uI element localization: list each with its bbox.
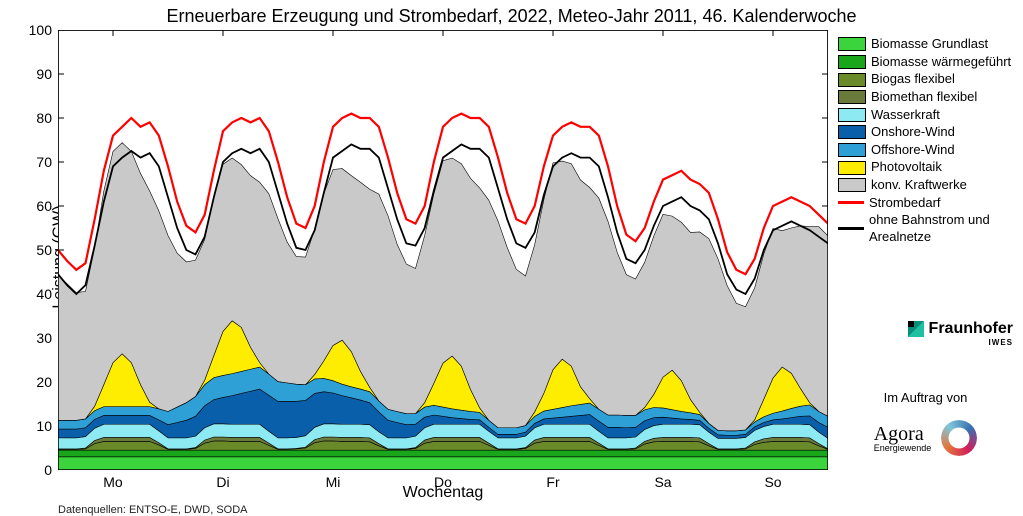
legend-item: Wasserkraft bbox=[838, 107, 1023, 124]
y-tick-label: 0 bbox=[22, 462, 52, 478]
y-tick-label: 30 bbox=[22, 330, 52, 346]
legend-swatch bbox=[838, 143, 866, 157]
legend-label: Biomasse wärmegeführt bbox=[871, 54, 1011, 71]
legend-item: Strombedarf bbox=[838, 195, 1023, 212]
legend-swatch bbox=[838, 90, 866, 104]
legend-label: Wasserkraft bbox=[871, 107, 940, 124]
legend-swatch bbox=[838, 108, 866, 122]
legend-label: Photovoltaik bbox=[871, 159, 942, 176]
y-tick-label: 90 bbox=[22, 66, 52, 82]
legend-swatch bbox=[838, 178, 866, 192]
agora-brand: Agora Energiewende bbox=[838, 420, 1013, 456]
legend-label: Biomethan flexibel bbox=[871, 89, 977, 106]
x-axis-label: Wochentag bbox=[58, 484, 828, 502]
legend-item: Biogas flexibel bbox=[838, 71, 1023, 88]
legend-label: Offshore-Wind bbox=[871, 142, 955, 159]
agora-subtext: Energiewende bbox=[874, 443, 932, 453]
legend-swatch bbox=[838, 73, 866, 87]
legend-label: Biogas flexibel bbox=[871, 71, 955, 88]
legend-swatch bbox=[838, 55, 866, 69]
legend-label: Onshore-Wind bbox=[871, 124, 955, 141]
y-tick-label: 10 bbox=[22, 418, 52, 434]
chart-title: Erneuerbare Erzeugung und Strombedarf, 2… bbox=[0, 6, 1023, 27]
legend-swatch bbox=[838, 125, 866, 139]
y-tick-label: 20 bbox=[22, 374, 52, 390]
data-sources-footnote: Datenquellen: ENTSO-E, DWD, SODA bbox=[58, 504, 248, 516]
y-tick-label: 60 bbox=[22, 198, 52, 214]
legend-item: Biomethan flexibel bbox=[838, 89, 1023, 106]
y-tick-label: 80 bbox=[22, 110, 52, 126]
y-tick-label: 40 bbox=[22, 286, 52, 302]
fraunhofer-brand: Fraunhofer IWES bbox=[838, 320, 1013, 347]
legend-label: Strombedarf bbox=[869, 195, 941, 212]
legend-item: Biomasse wärmegeführt bbox=[838, 54, 1023, 71]
chart-area: 0102030405060708090100MoDiMiDoFrSaSo bbox=[58, 30, 828, 470]
y-tick-label: 100 bbox=[22, 22, 52, 38]
agora-swirl-icon bbox=[941, 420, 977, 456]
fraunhofer-text: Fraunhofer bbox=[929, 320, 1013, 338]
legend-line-swatch bbox=[838, 201, 864, 204]
legend-label: Biomasse Grundlast bbox=[871, 36, 988, 53]
legend-item: Offshore-Wind bbox=[838, 142, 1023, 159]
commissioned-by-label: Im Auftrag von bbox=[838, 390, 1013, 405]
fraunhofer-subtext: IWES bbox=[838, 338, 1013, 347]
fraunhofer-icon bbox=[908, 321, 924, 337]
legend-item: konv. Kraftwerke bbox=[838, 177, 1023, 194]
legend: Biomasse GrundlastBiomasse wärmegeführtB… bbox=[838, 36, 1023, 247]
y-tick-label: 70 bbox=[22, 154, 52, 170]
legend-item: ohne Bahnstrom und Arealnetze bbox=[838, 212, 1023, 245]
legend-label: ohne Bahnstrom und Arealnetze bbox=[869, 212, 1023, 245]
legend-swatch bbox=[838, 161, 866, 175]
y-tick-label: 50 bbox=[22, 242, 52, 258]
legend-item: Onshore-Wind bbox=[838, 124, 1023, 141]
legend-swatch bbox=[838, 37, 866, 51]
legend-label: konv. Kraftwerke bbox=[871, 177, 967, 194]
legend-item: Photovoltaik bbox=[838, 159, 1023, 176]
legend-item: Biomasse Grundlast bbox=[838, 36, 1023, 53]
legend-line-swatch bbox=[838, 227, 864, 230]
chart-svg bbox=[58, 30, 828, 470]
page-root: Erneuerbare Erzeugung und Strombedarf, 2… bbox=[0, 0, 1023, 514]
